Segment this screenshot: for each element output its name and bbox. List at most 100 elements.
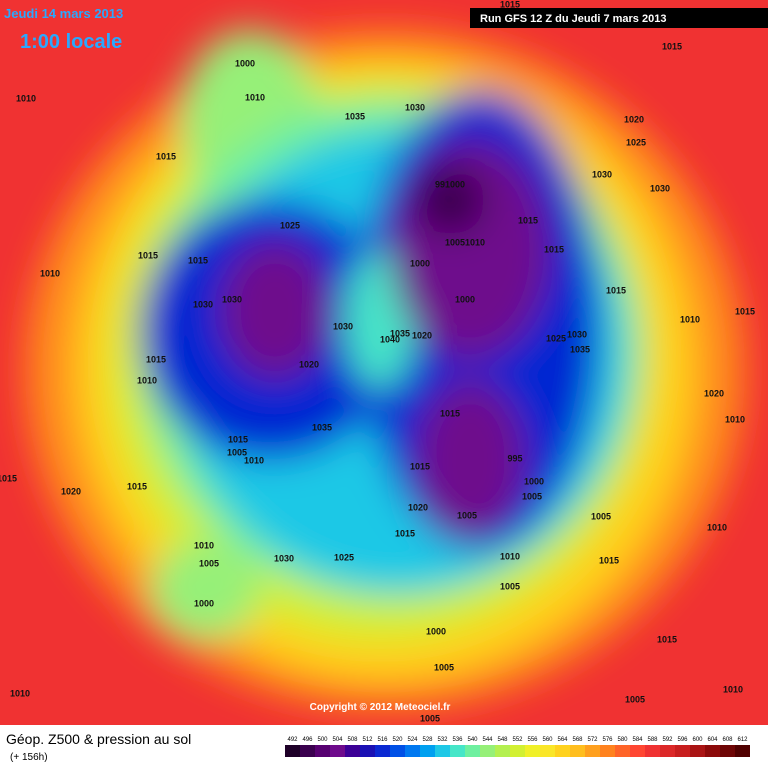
isobar-label: 1005 [591, 511, 611, 521]
scale-swatch [600, 745, 615, 757]
isobar-labels: 1010 1000 1010 1015 1035 1030 1015 1015 1020 1025… [0, 0, 755, 723]
isobar-label: 1025 [626, 137, 646, 147]
scale-label: 524 [407, 737, 418, 743]
scale-swatch [615, 745, 630, 757]
scale-swatch [630, 745, 645, 757]
isobar-label: 1015 [138, 250, 158, 260]
isobar-label: 10051010 [445, 237, 485, 247]
isobar-label: 1010 [680, 314, 700, 324]
scale-label: 552 [512, 737, 523, 743]
scale-label: 560 [542, 737, 553, 743]
isobar-label: 1035 [312, 422, 332, 432]
isobar-label: 1020 [624, 114, 644, 124]
height-field [0, 0, 768, 725]
isobar-label: 1000 [426, 626, 446, 636]
isobar-label: 1000 [235, 58, 255, 68]
scale-label: 548 [497, 737, 508, 743]
footer-title: Géop. Z500 & pression au sol [6, 731, 191, 747]
scale-swatch [360, 745, 375, 757]
isobar-label: 991000 [435, 179, 465, 189]
isobar-label: 1030 [333, 321, 353, 331]
isobar-label: 1015 [410, 461, 430, 471]
scale-label: 608 [722, 737, 733, 743]
scale-swatch [690, 745, 705, 757]
isobar-label: 995 [507, 453, 522, 463]
isobar-label: 1010 [194, 540, 214, 550]
valid-date: Jeudi 14 mars 2013 [4, 6, 123, 21]
isobar-label: 1025 [546, 333, 566, 343]
scale-label: 556 [527, 737, 538, 743]
scale-label: 508 [347, 737, 358, 743]
isobar-label: 1015 [662, 41, 682, 51]
valid-time: 1:00 locale [20, 31, 122, 53]
footer-subtitle: (+ 156h) [10, 752, 48, 763]
isobar-label: 1005 [500, 581, 520, 591]
isobar-label: 1015 [544, 244, 564, 254]
scale-swatch [540, 745, 555, 757]
isobar-label: 1030 [274, 553, 294, 563]
isobar-label: 1030 [592, 169, 612, 179]
scale-label: 592 [662, 737, 673, 743]
scale-label: 600 [692, 737, 703, 743]
isobar-label: 1030 [650, 183, 670, 193]
isobar-label: 1015 [156, 151, 176, 161]
isobar-label: 1035 [570, 344, 590, 354]
isobar-label: 1010 [137, 375, 157, 385]
isobar-label: 1035 [345, 111, 365, 121]
isobar-label: 1035 [390, 328, 410, 338]
isobar-label: 1010 [16, 93, 36, 103]
scale-swatch [660, 745, 675, 757]
scale-label: 572 [587, 737, 598, 743]
isobar-label: 1030 [193, 299, 213, 309]
scale-swatch [675, 745, 690, 757]
isobar-label: 1005 [420, 713, 440, 723]
scale-swatch [435, 745, 450, 757]
scale-swatch [285, 745, 300, 757]
isobar-label: 1015 [657, 634, 677, 644]
scale-swatch [315, 745, 330, 757]
isobar-label: 1010 [723, 684, 743, 694]
isobar-label: 1030 [567, 329, 587, 339]
scale-swatch [645, 745, 660, 757]
isobar-label: 1015 [146, 354, 166, 364]
isobar-label: 1025 [280, 220, 300, 230]
isobar-label: 1015 [228, 434, 248, 444]
isobar-label: 1005 [199, 558, 219, 568]
isobar-label: 1030 [405, 102, 425, 112]
scale-swatch [705, 745, 720, 757]
scale-label: 596 [677, 737, 688, 743]
scale-label: 564 [557, 737, 568, 743]
scale-label: 612 [737, 737, 748, 743]
isobar-label: 1010 [725, 414, 745, 424]
scale-swatch [420, 745, 435, 757]
scale-swatch [330, 745, 345, 757]
scale-label: 540 [467, 737, 478, 743]
isobar-label: 1000 [410, 258, 430, 268]
isobar-label: 1015 [500, 0, 520, 9]
isobar-label: 1015 [735, 306, 755, 316]
scale-label: 576 [602, 737, 613, 743]
isobar-label: 1015 [188, 255, 208, 265]
isobar-label: 1010 [10, 688, 30, 698]
isobar-label: 1010 [40, 268, 60, 278]
copyright: Copyright © 2012 Meteociel.fr [310, 702, 451, 713]
isobar-label: 1000 [194, 598, 214, 608]
scale-swatch [450, 745, 465, 757]
scale-swatch [480, 745, 495, 757]
scale-label: 584 [632, 737, 643, 743]
scale-swatch [585, 745, 600, 757]
isobar-label: 1025 [334, 552, 354, 562]
scale-label: 500 [317, 737, 328, 743]
isobar-label: 1005 [625, 694, 645, 704]
isobar-label: 1015 [395, 528, 415, 538]
isobar-label: 1010 [244, 455, 264, 465]
isobar-label: 1015 [599, 555, 619, 565]
isobar-label: 1015 [127, 481, 147, 491]
isobar-label: 1005 [522, 491, 542, 501]
isobar-label: 1005 [457, 510, 477, 520]
isobar-label: 1000 [524, 476, 544, 486]
scale-swatch [570, 745, 585, 757]
isobar-label: 1015 [518, 215, 538, 225]
scale-label: 568 [572, 737, 583, 743]
